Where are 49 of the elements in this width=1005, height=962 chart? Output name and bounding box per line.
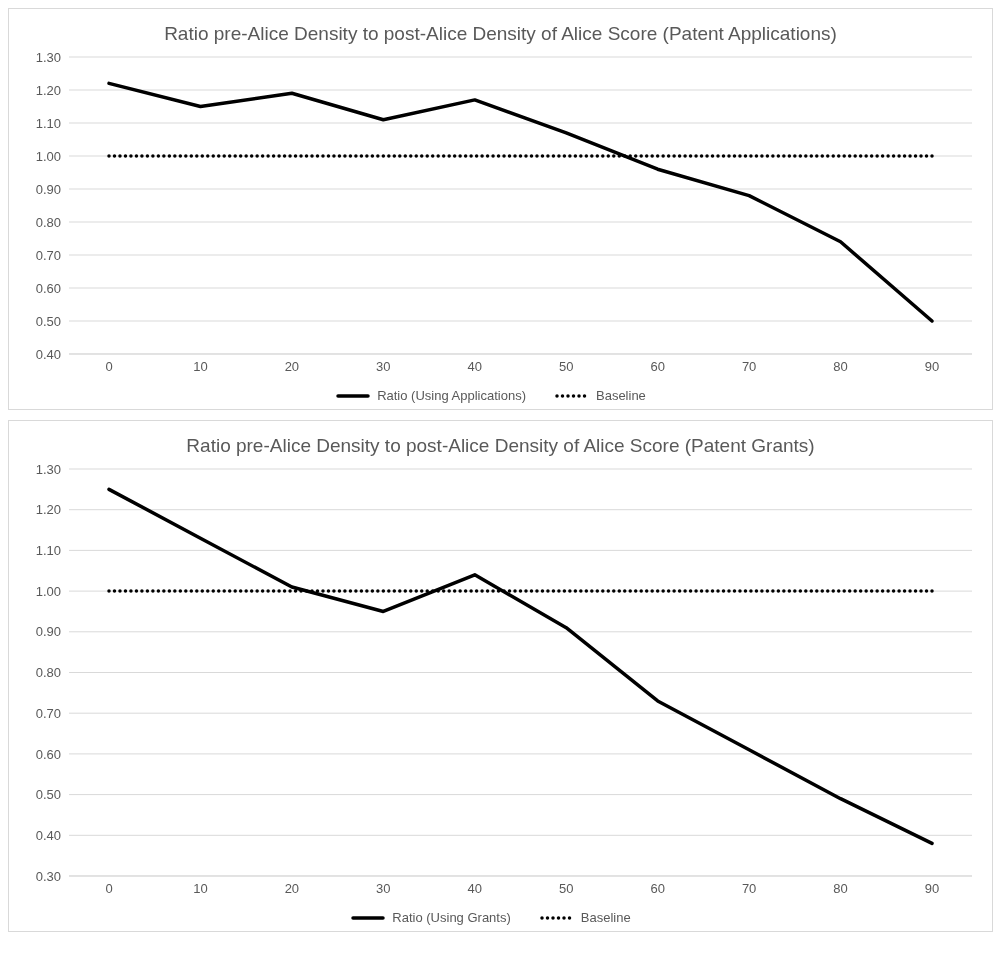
x-tick-label: 10: [193, 881, 208, 897]
legend-label: Baseline: [580, 910, 631, 925]
y-tick-label: 0.40: [35, 346, 61, 362]
y-tick-label: 1.30: [35, 49, 61, 65]
y-tick-label: 0.70: [35, 247, 61, 263]
x-tick-label: 20: [284, 881, 300, 897]
y-tick-label: 0.90: [35, 181, 61, 197]
x-tick-label: 50: [558, 359, 574, 375]
y-tick-label: 0.50: [35, 787, 61, 803]
y-tick-label: 0.30: [35, 868, 61, 884]
y-tick-label: 0.50: [35, 313, 61, 329]
y-tick-label: 0.80: [35, 665, 61, 681]
x-tick-label: 0: [105, 359, 113, 375]
x-tick-label: 40: [467, 359, 483, 375]
chart-title: Ratio pre-Alice Density to post-Alice Density of Alice Score (Patent Applications): [163, 22, 838, 46]
x-tick-label: 40: [467, 881, 483, 897]
y-tick-label: 1.10: [35, 115, 61, 131]
y-tick-label: 1.20: [35, 502, 61, 518]
x-tick-label: 70: [741, 359, 757, 375]
legend-label: Ratio (Using Applications): [377, 388, 526, 403]
x-tick-label: 80: [833, 881, 848, 897]
y-tick-label: 1.00: [35, 583, 61, 599]
y-tick-label: 1.30: [35, 461, 61, 477]
y-tick-label: 1.20: [35, 82, 61, 98]
y-tick-label: 1.10: [35, 543, 61, 559]
x-tick-label: 50: [558, 881, 574, 897]
x-tick-label: 10: [193, 359, 208, 375]
line-series: [107, 487, 934, 846]
y-tick-label: 0.90: [35, 624, 61, 640]
x-tick-label: 90: [924, 359, 940, 375]
x-tick-label: 90: [924, 881, 940, 897]
x-tick-label: 60: [650, 881, 665, 897]
x-tick-label: 0: [105, 881, 113, 897]
x-tick-label: 30: [376, 881, 391, 897]
x-tick-label: 30: [376, 359, 391, 375]
y-tick-label: 0.70: [35, 705, 61, 721]
y-tick-label: 0.60: [35, 280, 61, 296]
x-tick-label: 80: [833, 359, 848, 375]
x-tick-label: 60: [650, 359, 665, 375]
legend-label: Ratio (Using Grants): [392, 910, 511, 925]
y-tick-label: 0.60: [35, 746, 61, 762]
y-tick-label: 0.40: [35, 827, 61, 843]
chart-title: Ratio pre-Alice Density to post-Alice Density of Alice Score (Patent Grants): [185, 434, 816, 458]
x-tick-label: 20: [284, 359, 300, 375]
line-series: [107, 81, 934, 323]
legend-label: Baseline: [595, 388, 646, 403]
y-tick-label: 1.00: [35, 148, 61, 164]
y-tick-label: 0.80: [35, 214, 61, 230]
x-tick-label: 70: [741, 881, 757, 897]
